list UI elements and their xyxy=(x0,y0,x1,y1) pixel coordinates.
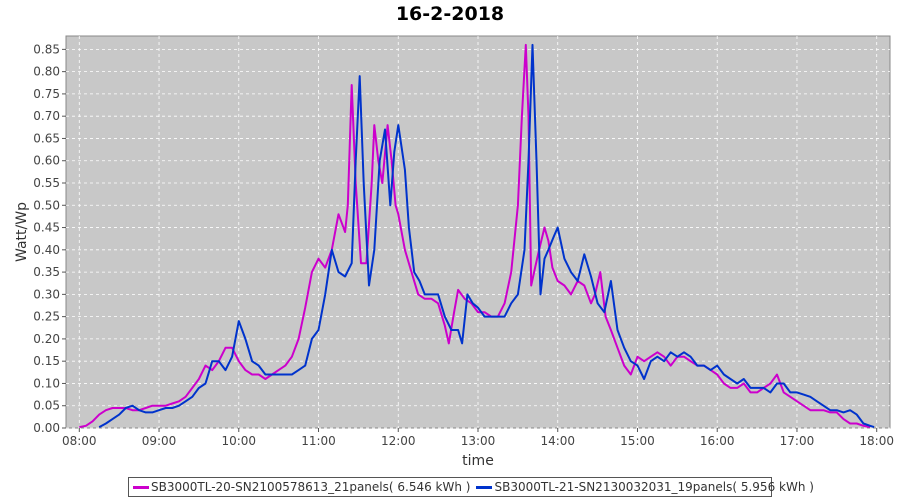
legend-swatch-series-1 xyxy=(133,485,149,489)
legend-label-series-1: SB3000TL-20-SN2100578613_21panels( 6.546… xyxy=(151,480,471,494)
x-tick-label: 12:00 xyxy=(381,434,416,448)
y-tick-label: 0.05 xyxy=(33,399,60,413)
y-tick-label: 0.80 xyxy=(33,65,60,79)
y-tick-label: 0.30 xyxy=(33,287,60,301)
x-tick-label: 08:00 xyxy=(62,434,97,448)
x-tick-label: 09:00 xyxy=(142,434,177,448)
y-tick-label: 0.10 xyxy=(33,376,60,390)
x-tick-label: 14:00 xyxy=(540,434,575,448)
legend-item-series-2: SB3000TL-21-SN2130032031_19panels( 5.956… xyxy=(476,480,814,494)
series-line-2 xyxy=(98,43,875,429)
y-tick-label: 0.40 xyxy=(33,243,60,257)
legend-item-series-1: SB3000TL-20-SN2100578613_21panels( 6.546… xyxy=(133,480,470,494)
chart-title: 16-2-2018 xyxy=(395,3,505,25)
legend-swatch-series-2 xyxy=(476,485,493,489)
x-tick-label: 15:00 xyxy=(620,434,655,448)
series-line-1 xyxy=(79,43,871,429)
x-tick-label: 13:00 xyxy=(461,434,496,448)
x-tick-label: 11:00 xyxy=(301,434,336,448)
x-tick-label: 17:00 xyxy=(780,434,815,448)
y-tick-label: 0.45 xyxy=(33,221,60,235)
plot-area: 0.00 0.05 0.10 0.15 0.20 0.25 0.30 0.35 0.40 0.45… xyxy=(14,35,894,469)
legend-label-series-2: SB3000TL-21-SN2130032031_19panels( 5.956… xyxy=(494,480,814,494)
y-tick-label: 0.70 xyxy=(33,109,60,123)
y-tick-label: 0.75 xyxy=(33,87,60,101)
y-tick-label: 0.50 xyxy=(33,198,60,212)
x-tick-label: 16:00 xyxy=(700,434,735,448)
x-tick-label: 10:00 xyxy=(221,434,256,448)
x-axis-label: time xyxy=(462,453,494,469)
y-axis-label: Watt/Wp xyxy=(14,202,30,262)
y-tick-label: 0.35 xyxy=(33,265,60,279)
y-tick-label: 0.55 xyxy=(33,176,60,190)
plot-background xyxy=(65,35,891,429)
y-tick-label: 0.25 xyxy=(33,310,60,324)
y-tick-label: 0.85 xyxy=(33,42,60,56)
x-tick-label: 18:00 xyxy=(859,434,894,448)
y-tick-label: 0.65 xyxy=(33,131,60,145)
y-tick-label: 0.20 xyxy=(33,332,60,346)
y-tick-label: 0.15 xyxy=(33,354,60,368)
legend: SB3000TL-20-SN2100578613_21panels( 6.546… xyxy=(128,477,814,497)
y-tick-label: 0.00 xyxy=(33,421,60,435)
y-tick-label: 0.60 xyxy=(33,154,60,168)
